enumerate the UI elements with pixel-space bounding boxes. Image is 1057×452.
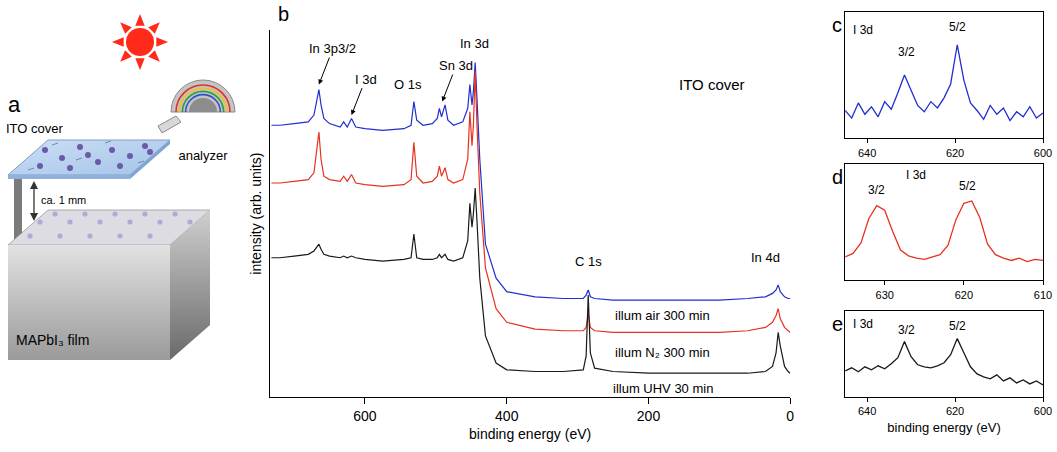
svg-text:5/2: 5/2 <box>959 179 976 193</box>
svg-text:d: d <box>832 166 843 188</box>
svg-text:intensity (arb. units): intensity (arb. units) <box>248 153 264 275</box>
svg-text:C 1s: C 1s <box>575 254 602 269</box>
svg-text:620: 620 <box>955 289 973 301</box>
svg-text:ca. 1 mm: ca. 1 mm <box>41 194 86 206</box>
svg-text:b: b <box>278 3 289 25</box>
svg-text:illum N₂ 300 min: illum N₂ 300 min <box>615 345 710 360</box>
svg-text:I 3d: I 3d <box>853 23 873 37</box>
svg-text:a: a <box>8 92 21 117</box>
svg-text:binding energy (eV): binding energy (eV) <box>469 426 591 442</box>
svg-text:I 3d: I 3d <box>906 168 926 182</box>
svg-text:e: e <box>832 313 843 335</box>
svg-text:3/2: 3/2 <box>898 323 915 337</box>
svg-text:Sn 3d: Sn 3d <box>439 58 473 73</box>
svg-text:600: 600 <box>1034 147 1052 159</box>
svg-text:640: 640 <box>858 405 876 417</box>
svg-text:MAPbI₃ film: MAPbI₃ film <box>16 332 89 348</box>
svg-text:600: 600 <box>1034 405 1052 417</box>
svg-text:3/2: 3/2 <box>868 183 885 197</box>
svg-text:I 3d: I 3d <box>853 317 873 331</box>
svg-text:In 3p3/2: In 3p3/2 <box>309 41 356 56</box>
svg-text:5/2: 5/2 <box>949 20 966 34</box>
svg-text:analyzer: analyzer <box>178 148 228 163</box>
svg-text:620: 620 <box>946 405 964 417</box>
svg-text:c: c <box>832 14 842 36</box>
svg-text:illum UHV 30 min: illum UHV 30 min <box>613 381 713 396</box>
svg-text:400: 400 <box>495 408 519 424</box>
svg-text:0: 0 <box>786 408 794 424</box>
svg-text:620: 620 <box>946 147 964 159</box>
svg-text:ITO cover: ITO cover <box>679 76 745 93</box>
svg-text:O 1s: O 1s <box>394 77 422 92</box>
svg-text:600: 600 <box>353 408 377 424</box>
svg-text:illum air 300 min: illum air 300 min <box>615 308 710 323</box>
svg-text:ITO cover: ITO cover <box>6 121 64 136</box>
svg-text:I 3d: I 3d <box>355 72 377 87</box>
svg-text:In 3d: In 3d <box>460 36 489 51</box>
svg-text:3/2: 3/2 <box>898 45 915 59</box>
svg-text:5/2: 5/2 <box>949 319 966 333</box>
svg-text:630: 630 <box>876 289 894 301</box>
svg-text:In 4d: In 4d <box>751 250 780 265</box>
svg-text:640: 640 <box>858 147 876 159</box>
svg-text:200: 200 <box>637 408 661 424</box>
svg-text:610: 610 <box>1034 289 1052 301</box>
svg-text:binding energy (eV): binding energy (eV) <box>887 420 1000 435</box>
